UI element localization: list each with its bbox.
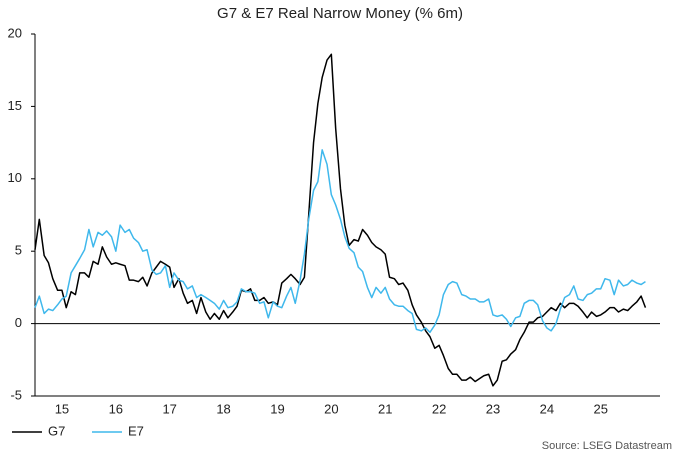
x-tick-label: 21 bbox=[378, 401, 392, 416]
legend-label: E7 bbox=[128, 423, 144, 438]
x-tick-label: 18 bbox=[216, 401, 230, 416]
chart-title: G7 & E7 Real Narrow Money (% 6m) bbox=[217, 5, 463, 22]
y-tick-label: 15 bbox=[8, 98, 22, 113]
y-tick-label: -5 bbox=[10, 387, 22, 402]
y-tick-label: 20 bbox=[8, 25, 22, 40]
y-tick-label: 10 bbox=[8, 170, 22, 185]
x-tick-label: 20 bbox=[324, 401, 338, 416]
source-note: Source: LSEG Datastream bbox=[542, 440, 672, 452]
x-tick-label: 24 bbox=[540, 401, 554, 416]
y-tick-label: 0 bbox=[15, 315, 22, 330]
x-tick-label: 23 bbox=[486, 401, 500, 416]
x-tick-label: 25 bbox=[593, 401, 607, 416]
x-tick-label: 16 bbox=[109, 401, 123, 416]
y-tick-label: 5 bbox=[15, 243, 22, 258]
x-tick-label: 19 bbox=[270, 401, 284, 416]
legend-label: G7 bbox=[48, 423, 65, 438]
series-line bbox=[34, 53, 647, 387]
x-tick-label: 15 bbox=[55, 401, 69, 416]
x-tick-label: 17 bbox=[162, 401, 176, 416]
series-line bbox=[34, 149, 646, 334]
x-tick-label: 22 bbox=[432, 401, 446, 416]
